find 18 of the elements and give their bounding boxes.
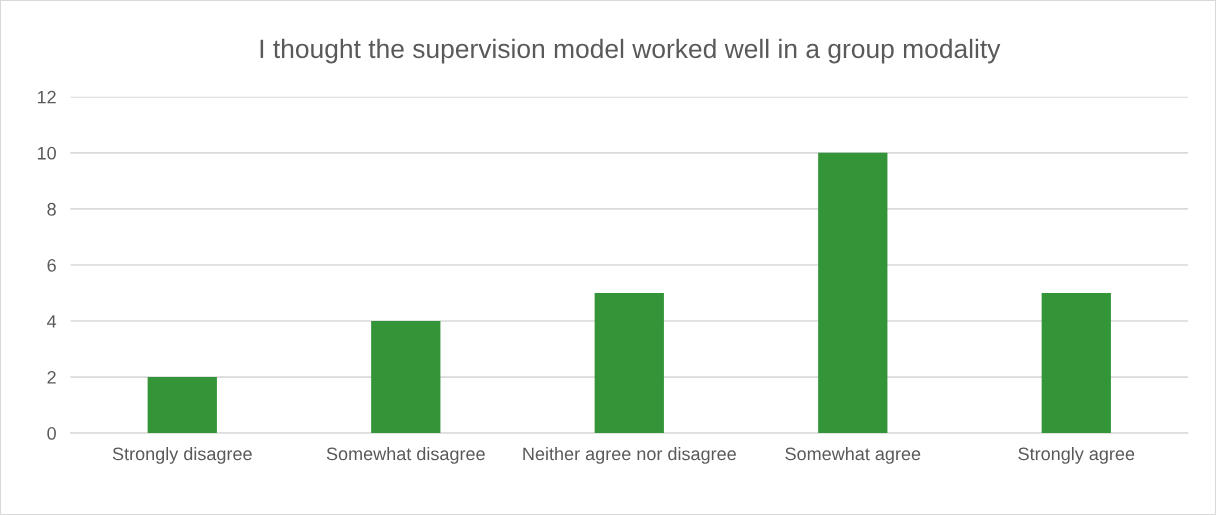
chart-title: I thought the supervision model worked well in a group modality <box>260 38 1001 64</box>
y-tick-label: 6 <box>47 258 56 272</box>
x-tick-label: Somewhat disagree <box>326 447 485 464</box>
bar <box>818 152 888 434</box>
bar <box>147 377 217 434</box>
bar <box>594 292 664 434</box>
y-tick-label: 12 <box>37 90 56 104</box>
x-tick-label: Somewhat agree <box>785 447 921 464</box>
x-tick-label: Strongly disagree <box>112 447 252 464</box>
x-tick-label: Neither agree nor disagree <box>523 447 736 464</box>
y-tick-label: 4 <box>47 315 57 328</box>
y-tick-label: 2 <box>47 371 56 384</box>
y-tick-label: 0 <box>47 427 56 440</box>
y-tick-label: 8 <box>47 202 56 216</box>
x-tick-label: Strongly agree <box>1018 447 1135 464</box>
bar <box>1041 292 1111 434</box>
y-tick-label: 10 <box>37 146 56 160</box>
bar <box>371 321 441 434</box>
